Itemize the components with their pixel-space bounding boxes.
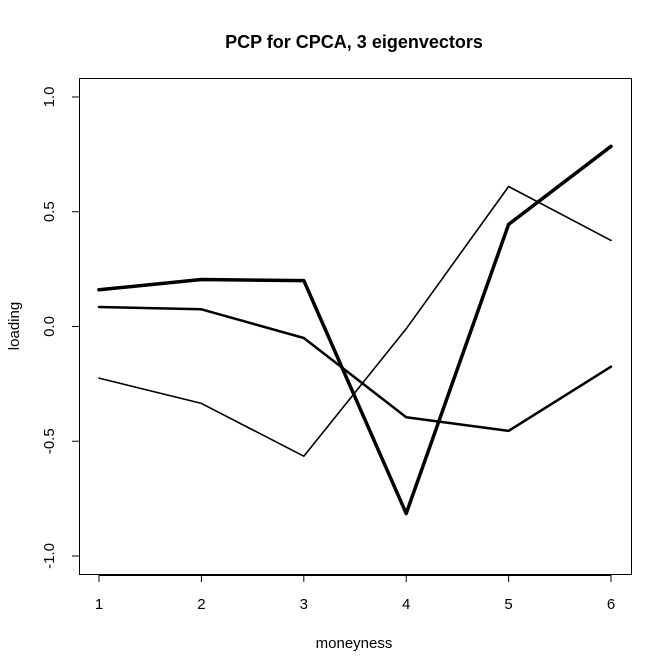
series-group — [97, 144, 613, 516]
x-axis-label: moneyness — [316, 635, 393, 652]
plot-area — [79, 78, 632, 575]
y-tick-label: -0.5 — [41, 428, 58, 454]
y-axis: -1.0 -0.5 0.0 0.5 1.0 — [41, 87, 80, 569]
y-tick-label: -1.0 — [41, 543, 58, 569]
x-tick-label: 4 — [402, 596, 410, 613]
y-tick-label: 0.0 — [41, 316, 58, 337]
x-tick-label: 6 — [607, 596, 615, 613]
x-axis: 1 2 3 4 5 6 — [95, 575, 615, 613]
series-line-2 — [97, 305, 613, 433]
y-tick-label: 0.5 — [41, 201, 58, 222]
x-tick-label: 5 — [504, 596, 512, 613]
series-line-1 — [97, 144, 613, 516]
chart-title: PCP for CPCA, 3 eigenvectors — [225, 32, 483, 52]
x-tick-label: 2 — [197, 596, 205, 613]
y-tick-label: 1.0 — [41, 87, 58, 108]
x-tick-label: 3 — [300, 596, 308, 613]
x-tick-label: 1 — [95, 596, 103, 613]
y-axis-label: loading — [6, 302, 23, 350]
series-line-3 — [98, 185, 612, 458]
